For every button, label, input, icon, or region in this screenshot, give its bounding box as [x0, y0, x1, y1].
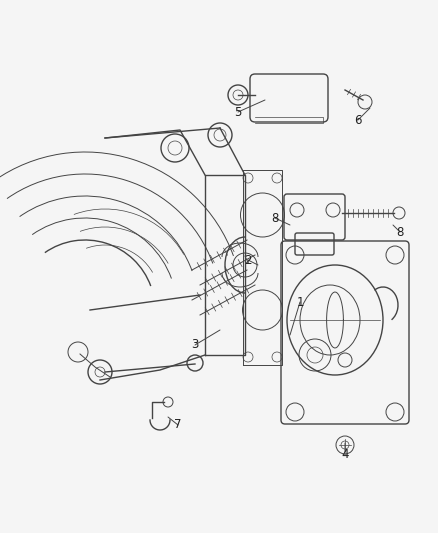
Text: 3: 3	[191, 338, 198, 351]
Text: 2: 2	[244, 254, 251, 266]
Text: 6: 6	[353, 114, 361, 126]
Text: 8: 8	[396, 225, 403, 238]
Text: 5: 5	[234, 106, 241, 118]
Text: 8: 8	[271, 212, 278, 224]
Text: 4: 4	[340, 448, 348, 462]
Text: 7: 7	[174, 418, 181, 432]
Text: 1: 1	[296, 295, 303, 309]
